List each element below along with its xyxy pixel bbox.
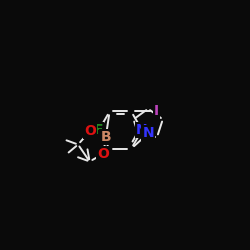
Text: N: N xyxy=(136,123,148,137)
Text: O: O xyxy=(98,147,110,161)
Text: B: B xyxy=(100,130,111,144)
Text: O: O xyxy=(84,124,96,138)
Text: I: I xyxy=(154,104,159,118)
Text: F: F xyxy=(93,123,103,137)
Text: N: N xyxy=(142,126,154,140)
